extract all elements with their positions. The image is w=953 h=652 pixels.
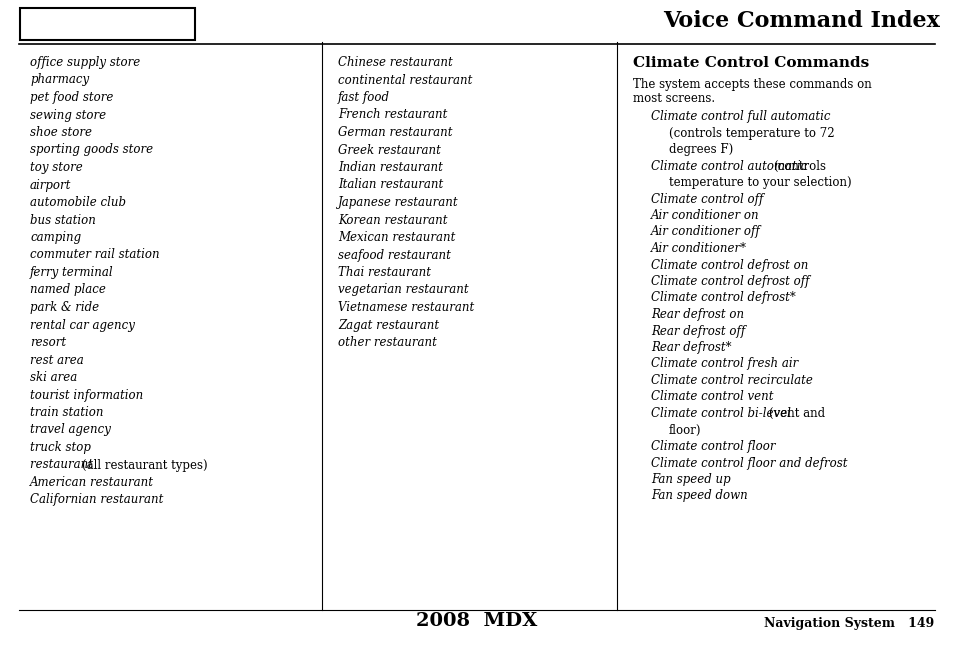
Text: seafood restaurant: seafood restaurant bbox=[337, 248, 451, 261]
Text: Zagat restaurant: Zagat restaurant bbox=[337, 318, 438, 331]
Text: Climate control recirculate: Climate control recirculate bbox=[650, 374, 812, 387]
Text: airport: airport bbox=[30, 179, 71, 192]
Text: Fan speed down: Fan speed down bbox=[650, 490, 747, 503]
Text: shoe store: shoe store bbox=[30, 126, 91, 139]
Text: truck stop: truck stop bbox=[30, 441, 91, 454]
Text: sewing store: sewing store bbox=[30, 108, 106, 121]
Text: Rear defrost off: Rear defrost off bbox=[650, 325, 744, 338]
Text: commuter rail station: commuter rail station bbox=[30, 248, 159, 261]
Text: pet food store: pet food store bbox=[30, 91, 113, 104]
Text: ferry terminal: ferry terminal bbox=[30, 266, 113, 279]
Text: automobile club: automobile club bbox=[30, 196, 126, 209]
Text: temperature to your selection): temperature to your selection) bbox=[668, 176, 851, 189]
Text: Mexican restaurant: Mexican restaurant bbox=[337, 231, 455, 244]
Text: (controls temperature to 72: (controls temperature to 72 bbox=[668, 126, 834, 140]
Text: Climate control defrost*: Climate control defrost* bbox=[650, 291, 795, 304]
Text: German restaurant: German restaurant bbox=[337, 126, 452, 139]
Text: Navigation System   149: Navigation System 149 bbox=[763, 617, 933, 630]
Text: Climate control off: Climate control off bbox=[650, 192, 762, 205]
Text: Climate control floor and defrost: Climate control floor and defrost bbox=[650, 456, 846, 469]
Text: degrees F): degrees F) bbox=[668, 143, 733, 156]
Text: (all restaurant types): (all restaurant types) bbox=[82, 458, 208, 471]
Text: park & ride: park & ride bbox=[30, 301, 99, 314]
Text: Air conditioner*: Air conditioner* bbox=[650, 242, 746, 255]
Text: Chinese restaurant: Chinese restaurant bbox=[337, 56, 453, 69]
Text: Climate control defrost on: Climate control defrost on bbox=[650, 258, 807, 271]
Text: Italian restaurant: Italian restaurant bbox=[337, 179, 443, 192]
Text: Japanese restaurant: Japanese restaurant bbox=[337, 196, 458, 209]
Text: Climate control bi-level: Climate control bi-level bbox=[650, 407, 794, 420]
Text: most screens.: most screens. bbox=[633, 92, 715, 105]
Text: rental car agency: rental car agency bbox=[30, 318, 134, 331]
Text: camping: camping bbox=[30, 231, 81, 244]
Text: named place: named place bbox=[30, 284, 106, 297]
Text: 2008  MDX: 2008 MDX bbox=[416, 612, 537, 630]
Text: Climate control automatic: Climate control automatic bbox=[650, 160, 810, 173]
Text: toy store: toy store bbox=[30, 161, 83, 174]
Text: Indian restaurant: Indian restaurant bbox=[337, 161, 442, 174]
Text: ski area: ski area bbox=[30, 371, 77, 384]
Text: Rear defrost*: Rear defrost* bbox=[650, 341, 731, 354]
Text: Climate control defrost off: Climate control defrost off bbox=[650, 275, 809, 288]
Text: vegetarian restaurant: vegetarian restaurant bbox=[337, 284, 468, 297]
Text: Fan speed up: Fan speed up bbox=[650, 473, 730, 486]
Text: Climate control floor: Climate control floor bbox=[650, 440, 775, 453]
Text: restaurant: restaurant bbox=[30, 458, 96, 471]
Text: other restaurant: other restaurant bbox=[337, 336, 436, 349]
Text: bus station: bus station bbox=[30, 213, 95, 226]
Text: pharmacy: pharmacy bbox=[30, 74, 89, 87]
Text: tourist information: tourist information bbox=[30, 389, 143, 402]
Text: Vietnamese restaurant: Vietnamese restaurant bbox=[337, 301, 474, 314]
Text: Californian restaurant: Californian restaurant bbox=[30, 494, 163, 507]
Text: Climate control fresh air: Climate control fresh air bbox=[650, 357, 798, 370]
Text: Air conditioner on: Air conditioner on bbox=[650, 209, 759, 222]
Text: Voice Command Index: Voice Command Index bbox=[662, 10, 939, 32]
Text: Greek restaurant: Greek restaurant bbox=[337, 143, 440, 156]
Text: American restaurant: American restaurant bbox=[30, 476, 153, 489]
Text: rest area: rest area bbox=[30, 353, 84, 366]
Text: continental restaurant: continental restaurant bbox=[337, 74, 472, 87]
Text: floor): floor) bbox=[668, 424, 700, 436]
Text: sporting goods store: sporting goods store bbox=[30, 143, 153, 156]
FancyBboxPatch shape bbox=[20, 8, 194, 40]
Text: Climate Control Commands: Climate Control Commands bbox=[633, 56, 868, 70]
Text: Korean restaurant: Korean restaurant bbox=[337, 213, 447, 226]
Text: The system accepts these commands on: The system accepts these commands on bbox=[633, 78, 871, 91]
Text: Climate control vent: Climate control vent bbox=[650, 391, 773, 404]
Text: office supply store: office supply store bbox=[30, 56, 140, 69]
Text: travel agency: travel agency bbox=[30, 424, 111, 436]
Text: Climate control full automatic: Climate control full automatic bbox=[650, 110, 830, 123]
Text: (controls: (controls bbox=[772, 160, 825, 173]
Text: train station: train station bbox=[30, 406, 103, 419]
Text: (vent and: (vent and bbox=[768, 407, 824, 420]
Text: resort: resort bbox=[30, 336, 66, 349]
Text: Rear defrost on: Rear defrost on bbox=[650, 308, 743, 321]
Text: Thai restaurant: Thai restaurant bbox=[337, 266, 431, 279]
Text: French restaurant: French restaurant bbox=[337, 108, 447, 121]
Text: Air conditioner off: Air conditioner off bbox=[650, 226, 760, 239]
Text: fast food: fast food bbox=[337, 91, 390, 104]
